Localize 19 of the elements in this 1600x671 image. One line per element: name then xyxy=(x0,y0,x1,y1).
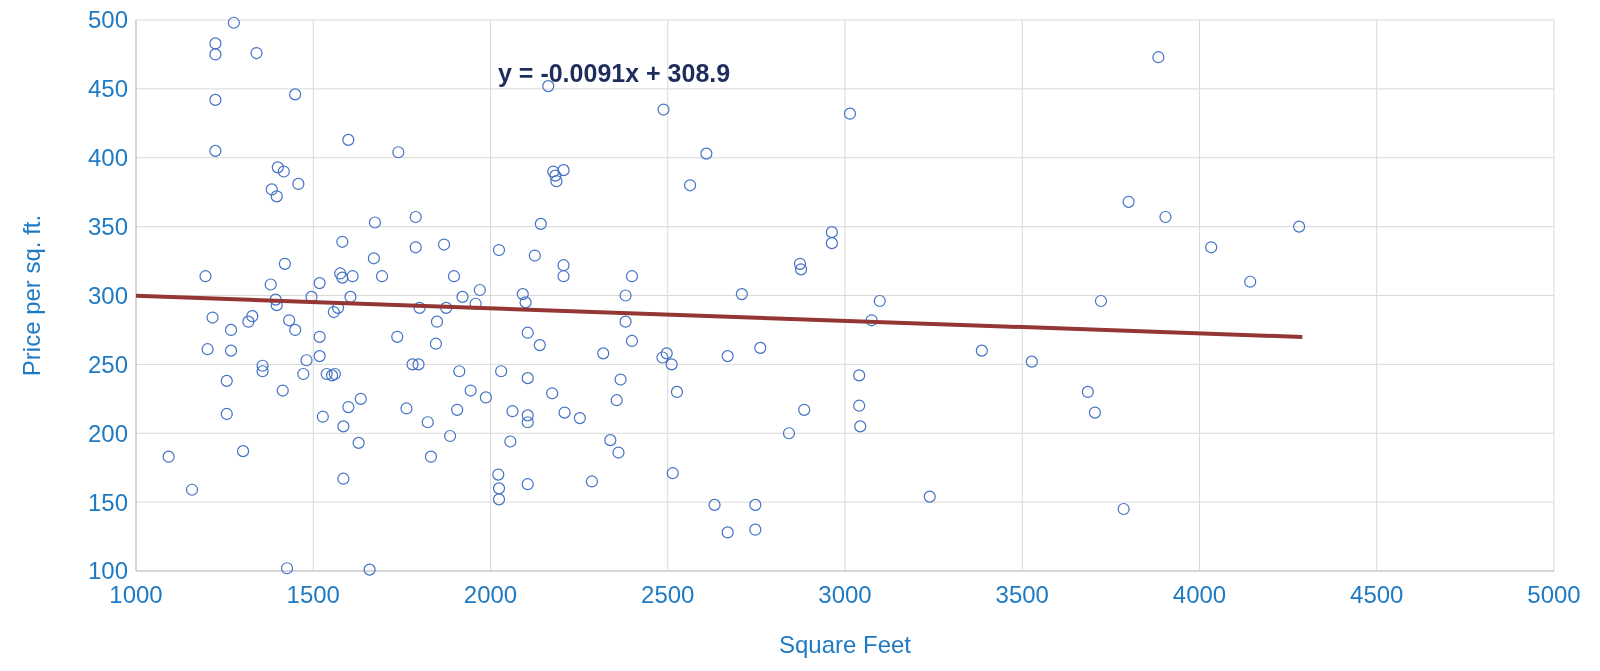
y-tick-label: 200 xyxy=(87,419,128,447)
x-tick-label: 2000 xyxy=(463,581,518,608)
x-tick-label: 1500 xyxy=(286,581,340,608)
x-axis-title: Square Feet xyxy=(778,631,912,658)
y-tick-label: 150 xyxy=(87,488,128,516)
y-tick-label: 250 xyxy=(87,350,128,378)
y-axis-title: Price per sq. ft. xyxy=(18,214,45,377)
y-tick-label: 300 xyxy=(87,281,128,309)
annotation: y = -0.0091x + 308.9 xyxy=(498,59,731,87)
x-tick-label: 5000 xyxy=(1527,581,1581,608)
x-tick-label: 2500 xyxy=(641,581,695,608)
x-tick-label: 3500 xyxy=(995,581,1049,608)
x-tick-label: 3000 xyxy=(818,581,872,608)
y-tick-label: 500 xyxy=(87,6,128,34)
x-tick-label: 4500 xyxy=(1350,581,1404,608)
y-tick-label: 450 xyxy=(87,75,128,103)
y-tick-label: 350 xyxy=(87,213,128,241)
x-tick-label: 4000 xyxy=(1172,581,1227,608)
y-tick-label: 400 xyxy=(87,144,128,172)
